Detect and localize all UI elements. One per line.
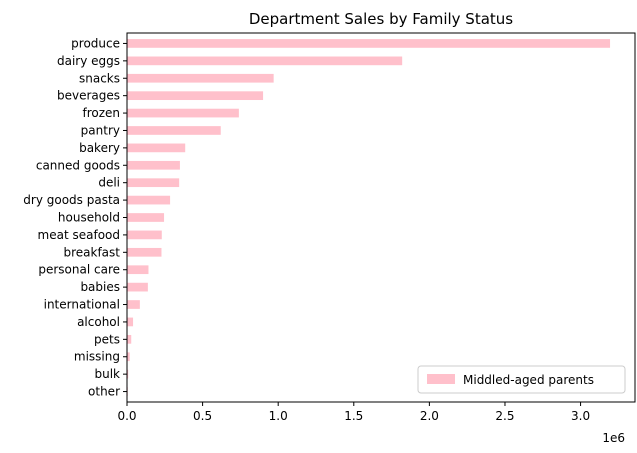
x-offset-label: 1e6 <box>602 431 625 445</box>
y-tick-label: snacks <box>79 71 120 85</box>
bar-deli <box>127 178 180 188</box>
bar-breakfast <box>127 247 162 257</box>
y-tick-label: meat seafood <box>38 228 120 242</box>
bar-dairy-eggs <box>127 56 403 66</box>
bar-international <box>127 300 140 309</box>
bar-personal-care <box>127 265 149 275</box>
bar-canned-goods <box>127 160 180 170</box>
y-tick-label: beverages <box>57 89 120 103</box>
plot-frame <box>126 32 636 403</box>
bar-bakery <box>127 143 186 153</box>
bar-pantry <box>127 126 221 135</box>
y-tick-label: household <box>58 211 120 225</box>
y-tick-label: missing <box>74 350 120 364</box>
bar-produce <box>127 39 611 48</box>
y-tick-label: babies <box>80 280 120 294</box>
x-tick-label: 1.5 <box>344 409 363 423</box>
bar-meat-seafood <box>127 230 162 240</box>
legend-label: Middled-aged parents <box>463 373 594 387</box>
y-tick-label: frozen <box>82 106 120 120</box>
y-tick-label: international <box>44 298 120 312</box>
y-tick-label: produce <box>71 36 120 50</box>
bar-frozen <box>127 108 239 118</box>
x-tick-label: 1.0 <box>269 409 288 423</box>
y-tick-label: pets <box>94 332 120 346</box>
y-tick-label: personal care <box>38 263 120 277</box>
x-tick-label: 0.0 <box>117 409 136 423</box>
chart-title: Department Sales by Family Status <box>249 10 513 28</box>
bar-snacks <box>127 73 274 83</box>
x-tick-label: 3.0 <box>571 409 590 423</box>
y-tick-label: dairy eggs <box>57 54 120 68</box>
bar-missing <box>127 352 130 362</box>
y-tick-label: dry goods pasta <box>23 193 120 207</box>
bar-alcohol <box>127 317 134 327</box>
y-tick-label: pantry <box>81 123 120 137</box>
x-tick-label: 0.5 <box>193 409 212 423</box>
bars-group <box>127 39 611 396</box>
bar-dry-goods-pasta <box>127 195 171 205</box>
y-tick-label: canned goods <box>36 158 120 172</box>
y-tick-label: other <box>88 385 120 399</box>
x-tick-label: 2.5 <box>495 409 514 423</box>
y-tick-label: bulk <box>94 367 120 381</box>
bar-babies <box>127 282 148 292</box>
bar-pets <box>127 334 132 344</box>
y-axis-ticks: produce dairy eggs snacks beverages frozen pa… <box>23 36 127 399</box>
x-tick-label: 2.0 <box>420 409 439 423</box>
y-tick-label: breakfast <box>63 245 120 259</box>
y-tick-label: deli <box>98 176 120 190</box>
legend: Middled-aged parents <box>417 365 626 394</box>
legend-box <box>417 365 626 394</box>
legend-swatch <box>427 374 455 384</box>
y-tick-label: alcohol <box>77 315 120 329</box>
bar-bulk <box>127 369 129 379</box>
x-axis-ticks: 0.0 0.5 1.0 1.5 2.0 2.5 3.0 <box>117 402 590 423</box>
y-tick-label: bakery <box>79 141 120 155</box>
bar-beverages <box>127 91 264 101</box>
bar-household <box>127 213 165 222</box>
